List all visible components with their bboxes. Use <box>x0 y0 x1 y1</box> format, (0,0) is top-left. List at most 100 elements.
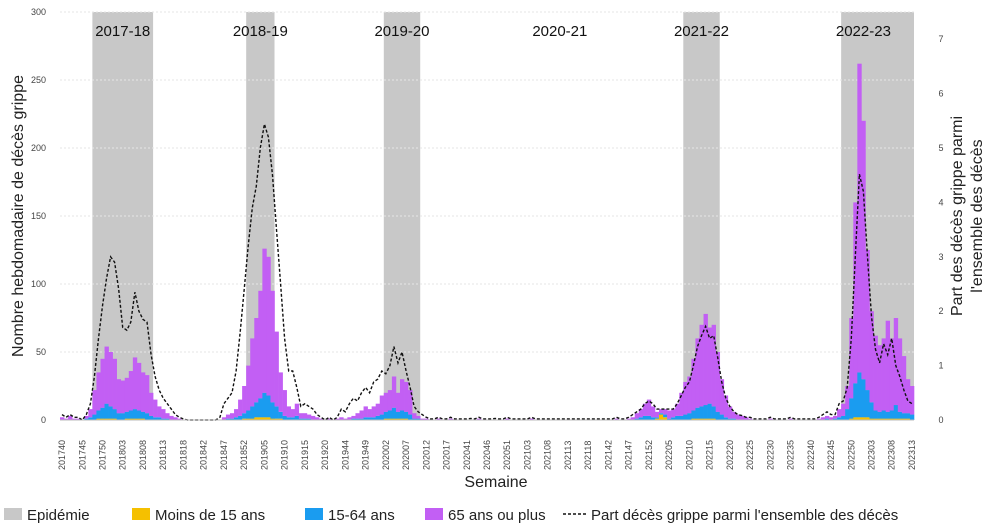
bar-segment <box>816 418 822 420</box>
bar-segment <box>861 417 866 420</box>
bar-segment <box>242 413 247 419</box>
bar-segment <box>873 410 878 419</box>
bar-segment <box>310 415 316 420</box>
bar-segment <box>833 415 838 419</box>
bar-segment <box>274 418 279 420</box>
bar-segment <box>96 418 101 420</box>
bar-segment <box>404 418 409 420</box>
bar-segment <box>379 395 385 415</box>
bar-segment <box>869 311 874 403</box>
gridlines <box>60 11 914 353</box>
bar-segment <box>820 417 826 420</box>
bar-segment <box>136 418 142 420</box>
bar-segment <box>833 418 838 420</box>
legend-label-15-64: 15-64 ans <box>328 507 395 524</box>
bar-segment <box>646 399 652 416</box>
bar-segment <box>905 379 911 414</box>
bar-segment <box>650 406 656 418</box>
axes: 0 50 100 150 200 250 300 0 1 2 3 4 5 6 7 201740 201745 20… <box>31 7 944 470</box>
bar-segment <box>355 413 360 419</box>
x-tick-label: 201813 <box>158 440 168 470</box>
bar-segment <box>505 418 510 420</box>
bar-segment <box>177 418 182 420</box>
legend: Epidémie Moins de 15 ans 15-64 ans 65 an… <box>4 507 898 524</box>
bar-segment <box>165 418 170 420</box>
x-tick-label: 202142 <box>603 440 613 470</box>
bar-segment <box>64 418 69 420</box>
bar-segment <box>638 417 644 420</box>
bar-segment <box>654 417 660 419</box>
bar-segment <box>290 409 296 418</box>
bar-segment <box>306 418 312 420</box>
season-label: 2020-21 <box>532 23 587 40</box>
bar-segment <box>699 324 704 407</box>
bar-segment <box>659 413 664 415</box>
bar-segment <box>881 418 886 420</box>
bar-segment <box>841 403 846 416</box>
bar-segment <box>909 414 915 420</box>
bar-segment <box>703 405 708 419</box>
bar-segment <box>395 411 401 419</box>
y-tick-label: 250 <box>31 75 46 85</box>
bar-segment <box>124 411 130 419</box>
bar-segment <box>841 415 846 420</box>
bar-segment <box>250 406 255 419</box>
bar-segment <box>416 418 421 420</box>
bar-segment <box>634 413 640 419</box>
bar-segment <box>739 415 745 420</box>
epidemic-bands <box>92 12 914 420</box>
x-tick-label: 201905 <box>259 440 269 470</box>
bar-segment <box>140 411 146 419</box>
bar-segment <box>96 410 101 419</box>
season-label: 2017-18 <box>95 23 150 40</box>
bar-segment <box>695 418 700 420</box>
bar-segment <box>124 418 130 420</box>
bar-segment <box>723 417 729 420</box>
bar-segment <box>735 414 741 420</box>
bar-segment <box>529 418 534 420</box>
bar-segment <box>270 290 275 403</box>
y2-tick-label: 7 <box>938 34 943 44</box>
x-tick-label: 202118 <box>583 441 593 470</box>
bar-segment <box>901 356 907 414</box>
bar-segment <box>335 418 340 420</box>
x-tick-label: 201818 <box>178 440 188 470</box>
bar-segment <box>242 418 247 420</box>
bar-segment <box>881 410 886 419</box>
bar-segment <box>476 418 482 420</box>
bar-segment <box>128 371 134 411</box>
bar-segment <box>132 418 138 420</box>
bar-segment <box>238 415 243 420</box>
y2-tick-label: 1 <box>938 361 943 371</box>
bar-segment <box>663 409 668 415</box>
bar-segment <box>92 390 97 415</box>
bar-segment <box>112 358 117 410</box>
bar-segment <box>96 372 101 411</box>
x-tick-label: 201808 <box>138 440 148 470</box>
bar-segment <box>399 379 405 411</box>
bar-segment <box>857 372 862 418</box>
bar-segment <box>408 390 413 415</box>
bar-segment <box>399 418 405 420</box>
bar-segment <box>221 417 227 420</box>
bar-segment <box>412 418 417 420</box>
bar-segment <box>246 418 251 420</box>
bar-segment <box>873 335 878 411</box>
bar-segment <box>262 248 267 393</box>
bar-segment <box>149 392 154 416</box>
bar-segment <box>351 418 356 420</box>
x-tick-label: 202046 <box>482 440 492 470</box>
bar-segment <box>153 399 158 418</box>
x-tick-label: 202308 <box>887 440 897 470</box>
x-tick-label: 202225 <box>745 440 755 470</box>
bar-segment <box>100 358 105 408</box>
bar-segment <box>865 417 870 420</box>
y2-tick-label: 5 <box>938 143 943 153</box>
bar-segment <box>100 407 105 419</box>
bar-segment <box>893 318 899 406</box>
bar-segment <box>274 331 279 407</box>
bar-segment <box>849 318 854 399</box>
x-tick-label: 202235 <box>786 440 796 470</box>
x-tick-label: 202215 <box>705 440 715 470</box>
y-tick-label: 150 <box>31 211 46 221</box>
